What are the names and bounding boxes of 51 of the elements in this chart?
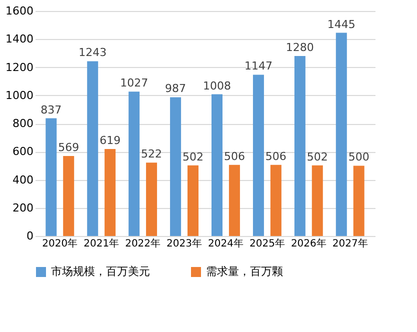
data-label: 502: [182, 150, 204, 164]
bar: [270, 164, 282, 236]
data-label: 1280: [286, 41, 314, 54]
data-label: 1008: [203, 79, 232, 92]
legend-label: 市场规模，百万美元: [51, 265, 150, 278]
x-tick-label: 2023年: [166, 238, 202, 250]
bar: [312, 165, 323, 236]
bar: [294, 56, 306, 236]
y-tick-label: 200: [12, 201, 34, 214]
bar: [146, 162, 158, 236]
data-label: 1027: [120, 76, 148, 90]
x-tick-label: 2025年: [249, 238, 285, 250]
x-tick-label: 2020年: [42, 238, 78, 250]
x-tick-label: 2024年: [208, 238, 244, 250]
data-label: 837: [40, 103, 62, 116]
data-label: 569: [58, 140, 80, 154]
bar: [252, 74, 264, 236]
data-label: 1147: [244, 60, 272, 73]
y-tick-label: 1000: [6, 88, 34, 102]
bar: [128, 92, 140, 236]
bar: [353, 166, 364, 236]
bar: [87, 61, 98, 236]
x-tick-label: 2026年: [290, 238, 326, 250]
bar: [212, 94, 223, 236]
x-tick-label: 2022年: [125, 238, 161, 250]
x-tick-label: 2027年: [332, 238, 368, 250]
y-tick-label: 1200: [6, 60, 34, 74]
bar: [63, 156, 74, 236]
data-label: 506: [265, 150, 286, 163]
bar: [46, 118, 57, 236]
y-tick-label: 600: [12, 145, 34, 158]
bar: [336, 32, 347, 236]
data-label: 619: [100, 134, 121, 147]
data-label: 1243: [78, 46, 107, 60]
y-tick-label: 400: [12, 173, 34, 186]
x-tick-label: 2021年: [84, 238, 120, 250]
data-label: 500: [348, 150, 370, 164]
data-label: 506: [224, 150, 245, 163]
bar: [187, 165, 198, 236]
bar: [228, 164, 240, 236]
y-tick-label: 1400: [6, 32, 34, 46]
data-label: 522: [141, 148, 162, 161]
data-label: 987: [165, 82, 186, 96]
y-tick-label: 800: [12, 117, 34, 130]
bar: [170, 97, 182, 236]
bar: [104, 148, 116, 236]
y-tick-label: 1600: [6, 4, 34, 18]
legend-label: 需求量，百万颗: [206, 265, 283, 278]
data-label: 502: [306, 150, 328, 164]
data-label: 1445: [327, 18, 356, 31]
y-tick-label: 0: [26, 230, 34, 242]
